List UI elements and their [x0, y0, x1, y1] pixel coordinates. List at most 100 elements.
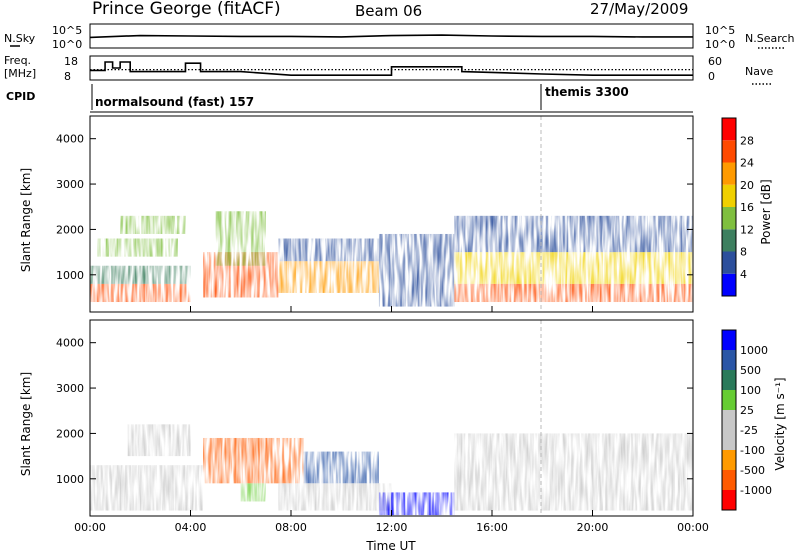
freq-tick-high: 18 [64, 55, 78, 68]
velocity-colorbar-segment [722, 350, 736, 370]
date-title: 27/May/2009 [590, 0, 688, 18]
x-tick-label: 04:00 [175, 521, 207, 534]
velocity-panel: 1000 2000 3000 4000 00:00 04:00 08:00 12:00 16:… [19, 306, 787, 553]
x-tick-label: 12:00 [376, 521, 408, 534]
time-axis-label: Time UT [365, 539, 416, 553]
velocity-ytick-label: 3000 [56, 382, 84, 395]
heatmap-region [454, 283, 693, 303]
power-colorbar-segment [722, 207, 736, 230]
velocity-colorbar-segment [722, 370, 736, 390]
freq-frame [89, 55, 694, 81]
velocity-colorbar: 1000 500 100 25 -25 -100 -500 -1000 [721, 329, 772, 511]
velocity-colorbar-tick: 25 [740, 404, 754, 417]
power-ylabel: Slant Range [km] [19, 168, 33, 272]
velocity-colorbar-segment [722, 410, 736, 430]
power-colorbar-tick: 16 [740, 201, 754, 214]
heatmap-region [90, 265, 191, 284]
nave-tick-high: 60 [708, 55, 722, 68]
velocity-colorbar-segment [722, 330, 736, 350]
heatmap-region [120, 215, 186, 234]
nave-label: Nave [745, 65, 773, 78]
velocity-data-regions [90, 424, 693, 516]
freq-label-2: [MHz] [4, 67, 36, 80]
power-y-ticks: 1000 2000 3000 4000 [56, 133, 693, 282]
nave-tick-low: 0 [708, 70, 715, 83]
nsky-tick-high: 10^5 [52, 24, 82, 37]
freq-panel: Freq. [MHz] 18 8 60 0 Nave [4, 54, 773, 85]
heatmap-region [454, 252, 693, 284]
power-colorbar: 4 8 12 16 20 24 28 [721, 117, 754, 297]
power-colorbar-segment [722, 162, 736, 185]
velocity-colorbar-tick: -25 [740, 424, 758, 437]
velocity-ylabel: Slant Range [km] [19, 372, 33, 476]
power-colorbar-tick: 24 [740, 157, 754, 170]
heatmap-region [90, 283, 191, 303]
velocity-y-ticks: 1000 2000 3000 4000 [56, 337, 693, 486]
power-colorbar-tick: 8 [740, 246, 747, 259]
power-colorbar-tick: 4 [740, 268, 747, 281]
velocity-colorbar-tick: -1000 [740, 484, 772, 497]
nsearch-label: N.Search [745, 32, 795, 45]
power-data-regions [90, 211, 693, 307]
heatmap-region [97, 238, 178, 257]
heatmap-region [215, 211, 266, 266]
x-tick-label: 00:00 [677, 521, 709, 534]
velocity-colorbar-segment [722, 450, 736, 470]
cpid-label: CPID [6, 90, 35, 103]
nsky-series-line [89, 34, 693, 39]
velocity-ytick-label: 4000 [56, 337, 84, 350]
velocity-colorbar-tick: 500 [740, 364, 761, 377]
velocity-x-ticks: 00:00 04:00 08:00 12:00 16:00 20:00 00:00 [74, 306, 709, 534]
heatmap-region [378, 233, 455, 307]
nsky-label: N.Sky [4, 32, 36, 45]
x-tick-label: 00:00 [74, 521, 106, 534]
power-colorbar-segment [722, 251, 736, 274]
heatmap-region [127, 424, 191, 457]
power-colorbar-segment [722, 184, 736, 207]
power-ytick-label: 4000 [56, 133, 84, 146]
freq-label-1: Freq. [4, 54, 31, 67]
velocity-colorbar-segment [722, 490, 736, 510]
velocity-colorbar-segment [722, 470, 736, 490]
heatmap-region [278, 261, 379, 293]
heatmap-region [203, 437, 304, 484]
x-tick-label: 08:00 [275, 521, 307, 534]
velocity-ytick-label: 1000 [56, 473, 84, 486]
heatmap-region [278, 238, 379, 262]
power-colorbar-tick: 28 [740, 134, 754, 147]
power-ytick-label: 1000 [56, 269, 84, 282]
velocity-colorbar-tick: -500 [740, 464, 765, 477]
heatmap-region [454, 433, 693, 511]
nsearch-tick-low: 10^0 [705, 38, 735, 51]
heatmap-region [278, 483, 392, 511]
heatmap-region [240, 483, 266, 502]
x-tick-label: 20:00 [577, 521, 609, 534]
power-colorbar-tick: 20 [740, 179, 754, 192]
velocity-colorbar-tick: -100 [740, 444, 765, 457]
velocity-colorbar-tick: 100 [740, 384, 761, 397]
power-colorbar-segment [722, 229, 736, 252]
nsky-panel: N.Sky 10^5 10^0 10^5 10^0 N.Search [4, 23, 795, 51]
velocity-ytick-label: 2000 [56, 427, 84, 440]
station-title: Prince George (fitACF) [92, 0, 281, 19]
cpid-mode-themis: themis 3300 [545, 85, 629, 99]
velocity-colorbar-segment [722, 390, 736, 410]
heatmap-region [454, 215, 693, 253]
heatmap-region [303, 451, 379, 484]
velocity-colorbar-tick: 1000 [740, 344, 768, 357]
power-ytick-label: 2000 [56, 223, 84, 236]
freq-tick-low: 8 [64, 70, 71, 83]
nsky-frame [89, 23, 694, 49]
velocity-colorbar-frame [721, 329, 737, 511]
cpid-row: CPID normalsound (fast) 157 themis 3300 [6, 84, 693, 113]
freq-series-line [90, 61, 693, 76]
power-colorbar-segment [722, 140, 736, 163]
nsky-tick-low: 10^0 [52, 38, 82, 51]
nsearch-tick-high: 10^5 [705, 24, 735, 37]
velocity-colorbar-segment [722, 430, 736, 450]
power-colorbar-segment [722, 118, 736, 141]
beam-title: Beam 06 [355, 2, 422, 20]
cpid-mode-normalsound: normalsound (fast) 157 [95, 95, 254, 109]
power-ytick-label: 3000 [56, 178, 84, 191]
